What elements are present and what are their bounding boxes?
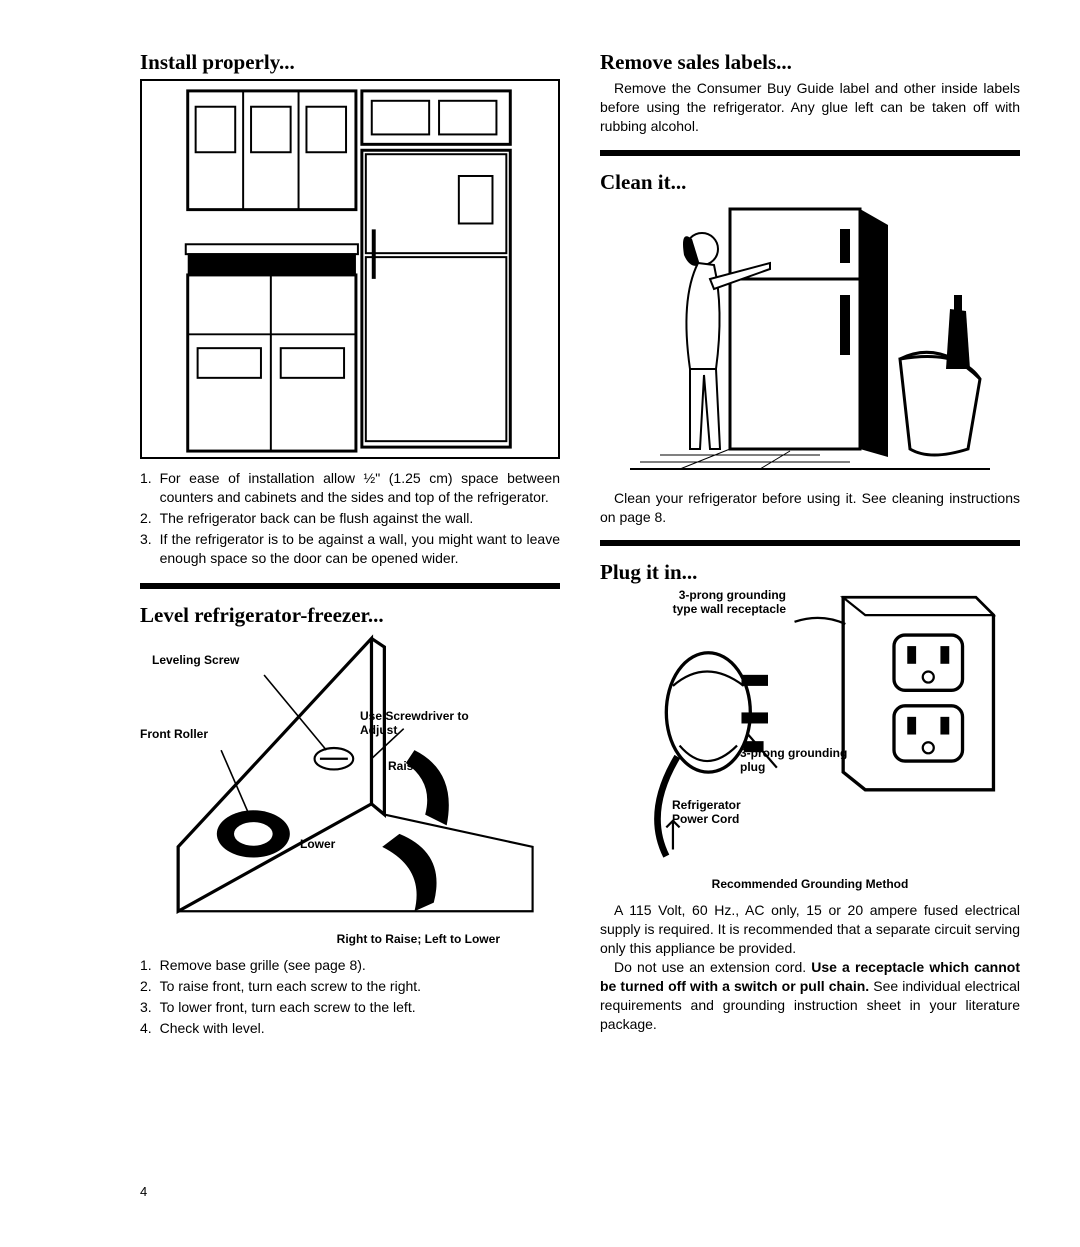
install-steps: For ease of installation allow ½" (1.25 … (140, 469, 560, 569)
label-receptacle: 3-prong grounding type wall receptacle (656, 589, 786, 617)
page: Install properly... (0, 0, 1080, 1070)
label-screw: Leveling Screw (152, 654, 239, 668)
label-lower: Lower (300, 838, 335, 852)
remove-body: Remove the Consumer Buy Guide label and … (600, 79, 1020, 136)
divider (600, 540, 1020, 546)
label-raise: Raise (388, 760, 420, 774)
list-item: Remove base grille (see page 8). (140, 956, 560, 975)
label-plug: 3-prong grounding plug (740, 747, 850, 775)
plug-method-caption: Recommended Grounding Method (600, 877, 1020, 891)
right-column: Remove sales labels... Remove the Consum… (600, 50, 1020, 1040)
remove-heading: Remove sales labels... (600, 50, 1020, 75)
level-illustration: Leveling Screw Front Roller Use Screwdri… (140, 632, 560, 922)
list-item: To raise front, turn each screw to the r… (140, 977, 560, 996)
plug-body2a: Do not use an extension cord. (614, 959, 811, 975)
list-item: The refrigerator back can be flush again… (140, 509, 560, 528)
install-heading: Install properly... (140, 50, 560, 75)
install-illustration (140, 79, 560, 459)
plug-illustration: 3-prong grounding type wall receptacle 3… (600, 589, 1020, 869)
label-use: Use Screwdriver to Adjust (360, 710, 470, 738)
level-heading: Level refrigerator-freezer... (140, 603, 560, 628)
clean-heading: Clean it... (600, 170, 1020, 195)
list-item: To lower front, turn each screw to the l… (140, 998, 560, 1017)
list-item: Check with level. (140, 1019, 560, 1038)
divider (140, 583, 560, 589)
list-item: For ease of installation allow ½" (1.25 … (140, 469, 560, 507)
list-item: If the refrigerator is to be against a w… (140, 530, 560, 568)
label-roller: Front Roller (140, 728, 208, 742)
page-number: 4 (140, 1184, 147, 1199)
level-caption: Right to Raise; Left to Lower (140, 932, 560, 946)
clean-illustration (600, 199, 1020, 489)
divider (600, 150, 1020, 156)
left-column: Install properly... (140, 50, 560, 1040)
level-steps: Remove base grille (see page 8). To rais… (140, 956, 560, 1040)
label-cord: Refrigerator Power Cord (672, 799, 772, 827)
plug-heading: Plug it in... (600, 560, 1020, 585)
plug-body1: A 115 Volt, 60 Hz., AC only, 15 or 20 am… (600, 901, 1020, 958)
plug-body2: Do not use an extension cord. Use a rece… (600, 958, 1020, 1034)
clean-body: Clean your refrigerator before using it.… (600, 489, 1020, 527)
